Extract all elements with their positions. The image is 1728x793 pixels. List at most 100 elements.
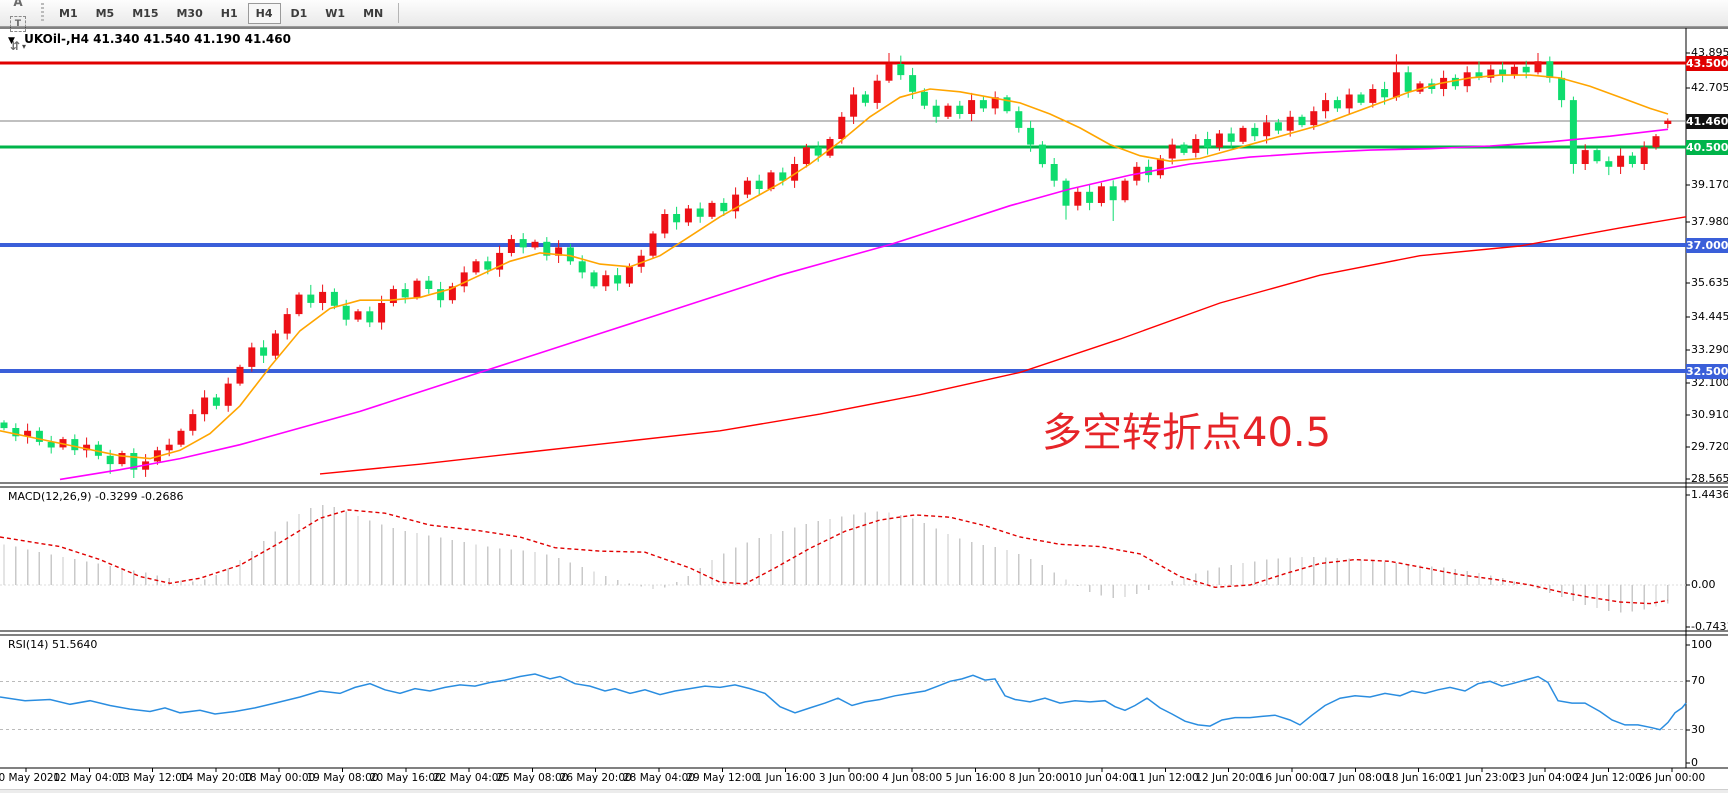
candle — [1263, 122, 1271, 137]
candle — [366, 311, 374, 323]
candle — [319, 291, 327, 303]
candle — [956, 105, 964, 114]
candle — [944, 105, 952, 117]
candle — [826, 139, 834, 156]
candle — [1192, 139, 1200, 153]
candle — [861, 94, 869, 103]
candle — [236, 366, 244, 384]
candle — [838, 116, 846, 139]
candle — [330, 291, 338, 306]
candle — [1050, 164, 1058, 181]
candle — [850, 94, 858, 117]
candle — [637, 255, 645, 267]
candle — [1392, 72, 1400, 98]
text-label-tool-icon[interactable]: A — [5, 0, 31, 13]
candle — [873, 80, 881, 103]
toolbar-grip[interactable] — [41, 3, 44, 23]
macd-signal-line — [0, 509, 1669, 605]
ma-slow-red-line — [319, 216, 1687, 475]
candle — [389, 289, 397, 303]
candle — [1487, 69, 1495, 78]
candle — [897, 64, 905, 76]
dropdown-caret-icon[interactable]: ▾ — [22, 41, 27, 51]
candle — [543, 241, 551, 256]
candle — [201, 397, 209, 415]
text-tool-glyph: T — [9, 16, 27, 32]
candle — [1015, 111, 1023, 128]
candle — [1475, 72, 1483, 78]
candle — [531, 241, 539, 248]
candle — [1333, 100, 1341, 109]
candle — [1310, 111, 1318, 126]
candle — [625, 266, 633, 284]
tf-button-w1[interactable]: W1 — [325, 6, 346, 20]
candle — [460, 272, 468, 287]
candle — [271, 333, 279, 356]
tf-button-m30[interactable]: M30 — [176, 6, 203, 20]
candle — [661, 214, 669, 234]
candle — [708, 202, 716, 217]
candle — [189, 414, 197, 431]
candle — [602, 275, 610, 287]
candle — [673, 214, 681, 223]
candle — [378, 303, 386, 323]
candle — [1499, 69, 1507, 76]
tf-button-mn[interactable]: MN — [363, 6, 384, 20]
candle — [1215, 133, 1223, 148]
candle — [932, 105, 940, 117]
text-tool-icon[interactable]: T — [5, 13, 31, 35]
candle — [814, 147, 822, 156]
tf-button-h1[interactable]: H1 — [220, 6, 238, 20]
candle — [1097, 186, 1105, 203]
candle — [177, 430, 185, 445]
candle — [71, 439, 79, 451]
tf-button-h4[interactable]: H4 — [247, 2, 281, 24]
candle — [767, 172, 775, 190]
candle — [1168, 144, 1176, 159]
tf-button-m5[interactable]: M5 — [95, 6, 115, 20]
candle — [1038, 144, 1046, 165]
toolbar-separator — [398, 3, 400, 23]
candle — [425, 280, 433, 289]
candle — [448, 286, 456, 301]
candle — [0, 422, 8, 429]
candle — [1086, 191, 1094, 203]
drawing-tools: FAT⇵▾ — [0, 0, 31, 57]
candle — [743, 180, 751, 195]
candle — [484, 261, 492, 270]
candle — [909, 75, 917, 92]
candle — [12, 428, 20, 437]
candle — [519, 239, 527, 248]
candle — [802, 147, 810, 164]
candle — [1404, 72, 1412, 92]
tf-button-m1[interactable]: M1 — [59, 6, 78, 20]
tf-button-m15[interactable]: M15 — [132, 6, 159, 20]
candle — [1510, 66, 1518, 76]
candle — [212, 397, 220, 406]
candle — [342, 305, 350, 320]
candle — [1522, 66, 1530, 73]
candle — [401, 289, 409, 298]
tf-button-d1[interactable]: D1 — [290, 6, 308, 20]
candle — [47, 441, 55, 448]
candle — [35, 430, 43, 442]
candle — [1239, 127, 1247, 142]
candle — [885, 64, 893, 81]
candle — [614, 275, 622, 284]
candle — [578, 261, 586, 273]
candle — [260, 347, 268, 356]
arrows-tool-icon[interactable]: ⇵ ▾ — [5, 35, 31, 57]
candle — [1357, 94, 1365, 103]
candle — [1298, 116, 1306, 126]
candle — [224, 383, 232, 406]
candle — [696, 208, 704, 217]
candle — [1416, 83, 1424, 92]
candle — [130, 453, 138, 470]
candle — [165, 444, 173, 451]
candle — [1664, 120, 1672, 124]
candle — [118, 453, 126, 465]
candle — [590, 272, 598, 287]
candle — [1180, 144, 1188, 153]
candle — [1345, 94, 1353, 109]
